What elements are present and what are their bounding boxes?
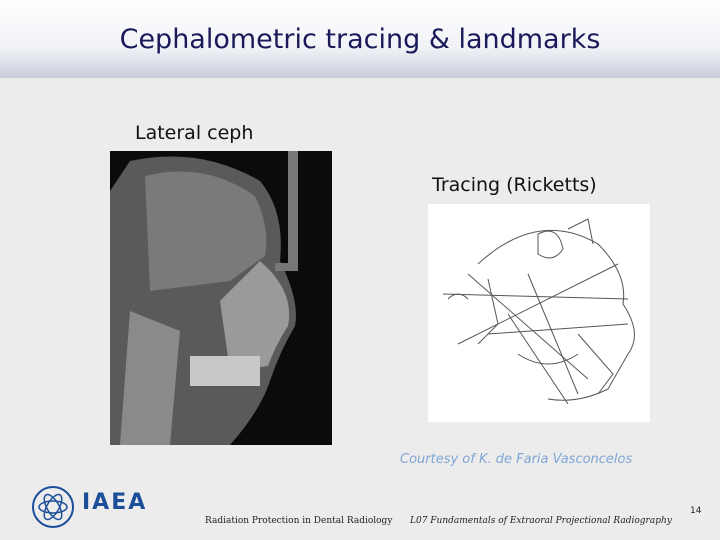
xray-image (110, 151, 332, 445)
page-number: 14 (690, 506, 702, 516)
logo-text: IAEA (82, 490, 148, 515)
footer-lecture: L07 Fundamentals of Extraoral Projection… (410, 516, 672, 526)
tracing-image (428, 204, 650, 422)
figure-label: Tracing (Ricketts) (432, 174, 597, 196)
image-credit: Courtesy of K. de Faria Vasconcelos (400, 452, 633, 467)
footer-course: Radiation Protection in Dental Radiology (205, 516, 393, 526)
iaea-emblem (32, 486, 74, 528)
title-band (0, 0, 720, 78)
figure-label: Lateral ceph (135, 122, 254, 144)
slide-title: Cephalometric tracing & landmarks (119, 24, 601, 55)
